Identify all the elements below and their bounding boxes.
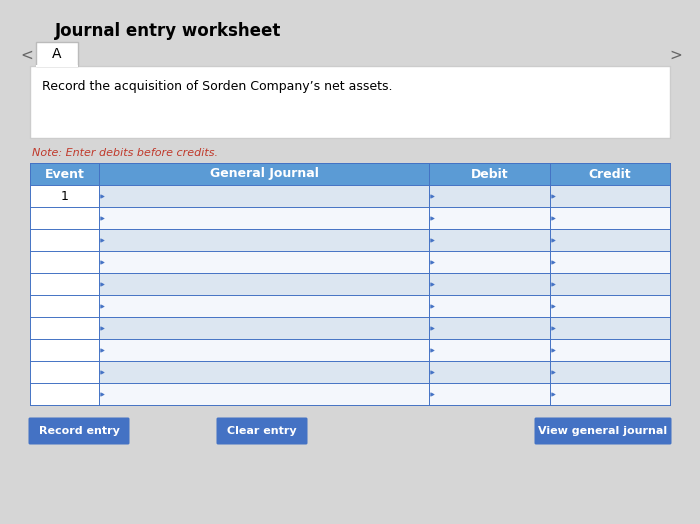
Bar bbox=[99, 207, 429, 229]
Bar bbox=[429, 317, 550, 339]
Bar bbox=[429, 229, 550, 251]
Bar bbox=[99, 229, 429, 251]
Bar bbox=[30, 361, 99, 383]
Bar bbox=[550, 207, 670, 229]
Bar bbox=[550, 273, 670, 295]
Bar bbox=[429, 251, 550, 273]
Bar bbox=[429, 295, 550, 317]
Bar bbox=[99, 251, 429, 273]
Bar bbox=[30, 229, 99, 251]
FancyBboxPatch shape bbox=[216, 418, 307, 444]
Bar bbox=[550, 361, 670, 383]
Bar bbox=[30, 317, 99, 339]
Bar bbox=[30, 207, 99, 229]
Bar bbox=[550, 317, 670, 339]
Text: View general journal: View general journal bbox=[538, 426, 668, 436]
Bar bbox=[429, 339, 550, 361]
Bar bbox=[550, 383, 670, 405]
Bar bbox=[30, 185, 99, 207]
Bar bbox=[550, 295, 670, 317]
Bar bbox=[30, 339, 99, 361]
Bar bbox=[99, 339, 429, 361]
Bar bbox=[99, 361, 429, 383]
Text: Event: Event bbox=[45, 168, 85, 180]
Bar bbox=[429, 185, 550, 207]
FancyBboxPatch shape bbox=[29, 418, 130, 444]
Text: >: > bbox=[669, 48, 682, 62]
Bar bbox=[429, 163, 550, 185]
Text: 1: 1 bbox=[61, 190, 69, 202]
Bar bbox=[550, 185, 670, 207]
Bar bbox=[36, 65, 78, 67]
Bar bbox=[550, 339, 670, 361]
Bar bbox=[550, 229, 670, 251]
Bar bbox=[550, 251, 670, 273]
Text: General Journal: General Journal bbox=[210, 168, 318, 180]
Text: A: A bbox=[52, 47, 62, 61]
FancyBboxPatch shape bbox=[535, 418, 671, 444]
Text: Clear entry: Clear entry bbox=[228, 426, 297, 436]
Bar bbox=[99, 163, 429, 185]
Text: <: < bbox=[20, 48, 33, 62]
Bar bbox=[30, 66, 670, 138]
Bar bbox=[36, 42, 78, 66]
Bar bbox=[30, 163, 99, 185]
Bar bbox=[99, 185, 429, 207]
Bar bbox=[429, 273, 550, 295]
Text: Credit: Credit bbox=[589, 168, 631, 180]
Bar bbox=[429, 207, 550, 229]
Bar bbox=[429, 361, 550, 383]
Text: Record entry: Record entry bbox=[38, 426, 120, 436]
Bar bbox=[30, 295, 99, 317]
Bar bbox=[429, 383, 550, 405]
Bar bbox=[99, 273, 429, 295]
Bar bbox=[30, 273, 99, 295]
Bar bbox=[99, 383, 429, 405]
Bar bbox=[550, 163, 670, 185]
Bar bbox=[99, 317, 429, 339]
Bar bbox=[30, 251, 99, 273]
Text: Debit: Debit bbox=[470, 168, 508, 180]
Bar bbox=[99, 295, 429, 317]
Text: Note: Enter debits before credits.: Note: Enter debits before credits. bbox=[32, 148, 218, 158]
Bar bbox=[30, 383, 99, 405]
Text: Journal entry worksheet: Journal entry worksheet bbox=[55, 22, 281, 40]
Text: Record the acquisition of Sorden Company’s net assets.: Record the acquisition of Sorden Company… bbox=[42, 80, 393, 93]
